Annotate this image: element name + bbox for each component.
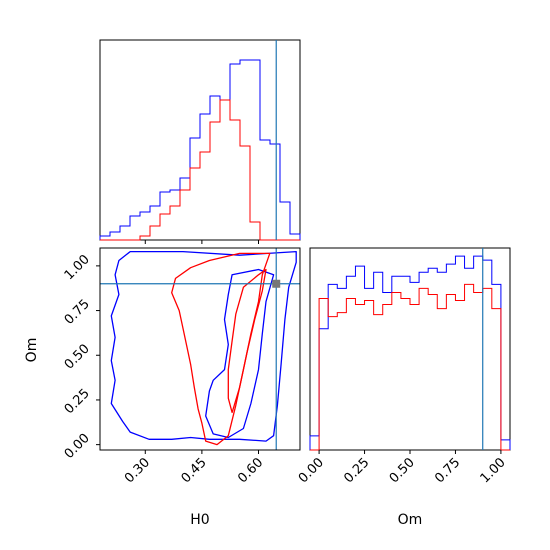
joint-ylabel: Om <box>24 338 40 363</box>
histogram-blue-om <box>309 255 511 450</box>
marginal-om-ticks: 0.00 0.25 0.50 0.75 1.00 <box>296 450 509 486</box>
contour-red-outer <box>171 252 271 446</box>
tick-label-y-joint: 0.25 <box>62 386 93 417</box>
joint-xlabel: H0 <box>190 512 209 528</box>
tick-label-x-joint: 0.60 <box>235 455 266 486</box>
om-xlabel: Om <box>398 512 423 528</box>
marginal-om-panel: 0.00 0.25 0.50 0.75 1.00 Om <box>296 247 511 528</box>
tick-label-x-om: 0.50 <box>387 455 418 486</box>
tick-label-x-om: 0.00 <box>296 455 327 486</box>
contour-blue-outer <box>110 250 297 442</box>
contour-red-inner <box>227 268 267 414</box>
tick-label-x-om: 1.00 <box>478 455 509 486</box>
marginal-h0-frame <box>99 39 301 241</box>
joint-y-ticks: 0.00 0.25 0.50 0.75 1.00 <box>62 252 100 462</box>
histogram-blue-h0 <box>99 59 301 240</box>
joint-panel: 0.30 0.45 0.60 0.00 0.25 0.50 0.75 1.00 H0 Om <box>24 247 301 528</box>
joint-truth-lines <box>100 248 300 450</box>
tick-label-x-om: 0.75 <box>432 455 463 486</box>
histogram-red-h0 <box>100 99 300 241</box>
tick-label-x-joint: 0.45 <box>179 455 210 486</box>
marginal-om-histograms <box>309 255 511 451</box>
contour-blue-inner <box>205 268 275 439</box>
joint-x-ticks: 0.30 0.45 0.60 <box>122 450 266 486</box>
marginal-h0-ticks <box>144 240 259 244</box>
tick-label-y-joint: 0.50 <box>62 341 93 372</box>
tick-label-x-joint: 0.30 <box>122 455 153 486</box>
tick-label-y-joint: 0.00 <box>62 431 93 462</box>
tick-label-x-om: 0.25 <box>341 455 372 486</box>
tick-label-y-joint: 1.00 <box>62 252 93 283</box>
joint-contours <box>110 250 297 446</box>
truth-marker <box>272 279 281 288</box>
marginal-h0-histograms <box>99 59 301 241</box>
histogram-red-om <box>310 283 510 451</box>
joint-frame <box>99 247 301 451</box>
tick-label-y-joint: 0.75 <box>62 297 93 328</box>
marginal-h0-panel <box>99 39 301 244</box>
